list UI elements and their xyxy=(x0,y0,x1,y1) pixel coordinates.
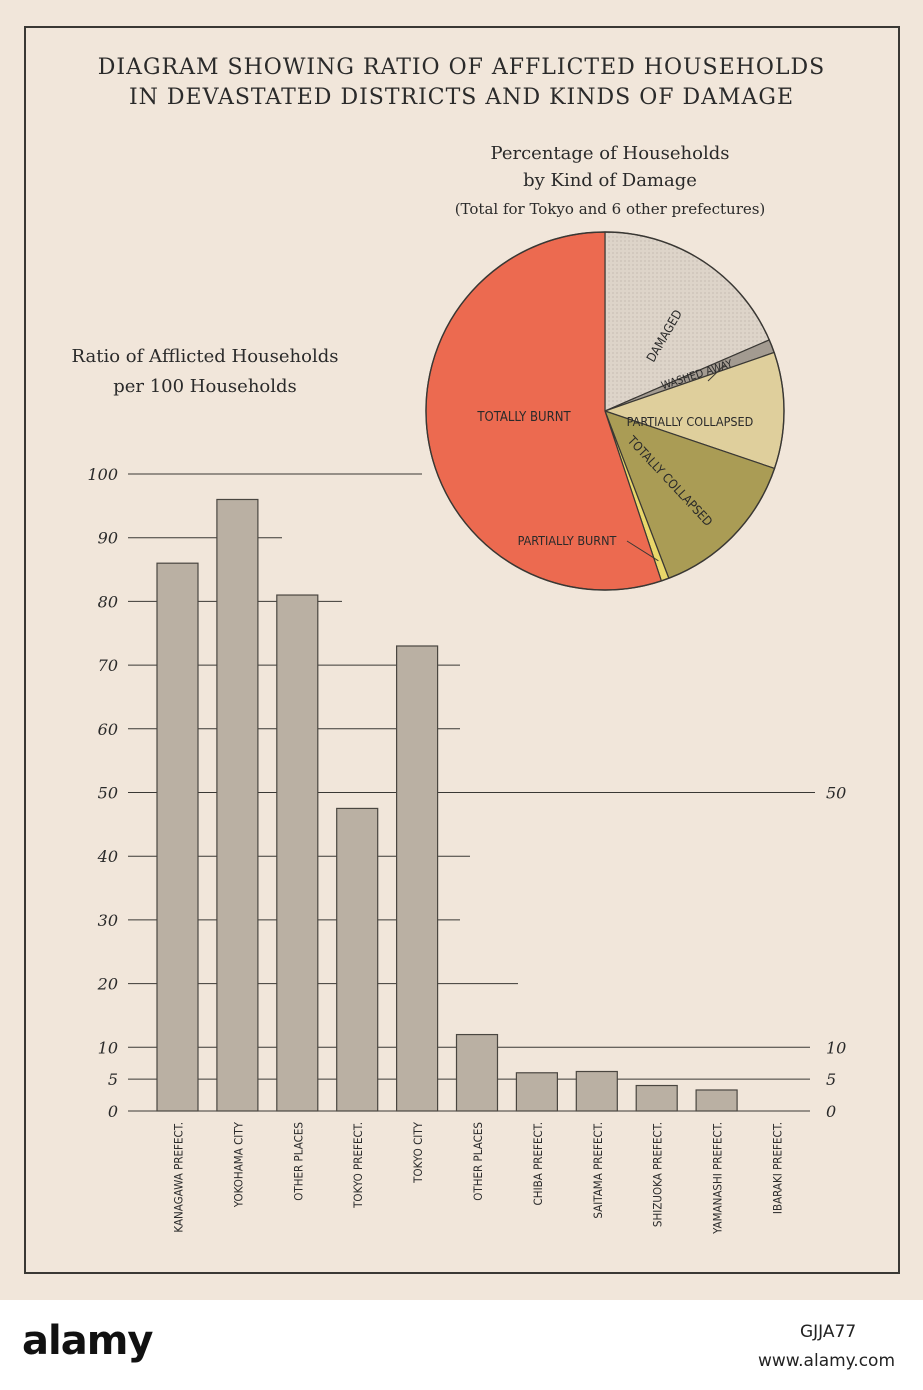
bar-shizuoka-prefect-8 xyxy=(635,1084,678,1112)
y-tick-label-left-20: 20 xyxy=(97,975,118,994)
bar-title-line-2: per 100 Households xyxy=(113,376,297,397)
bar-saitama-prefect-7 xyxy=(575,1070,618,1112)
bar-other-places-5 xyxy=(455,1033,499,1112)
y-tick-label-left-70: 70 xyxy=(98,656,118,675)
footer-url: www.alamy.com xyxy=(758,1351,896,1371)
x-tick-label-kanagawa-prefect-0: KANAGAWA PREFECT. xyxy=(172,1122,186,1233)
bar-yamanashi-prefect-9 xyxy=(695,1089,738,1112)
y-tick-label-right-5: 5 xyxy=(826,1070,836,1089)
y-tick-label-left-0: 0 xyxy=(108,1102,118,1121)
bar-yokohama-city-1 xyxy=(216,498,259,1112)
pie-label-partially-collapsed: PARTIALLY COLLAPSED xyxy=(627,414,754,429)
main-title-line-2: IN DEVASTATED DISTRICTS AND KINDS OF DAM… xyxy=(128,85,795,110)
y-tick-label-left-60: 60 xyxy=(98,720,118,739)
x-tick-label-saitama-prefect-7: SAITAMA PREFECT. xyxy=(591,1122,605,1219)
y-tick-label-left-100: 100 xyxy=(87,465,118,484)
pie-title-line-1: Percentage of Households xyxy=(490,143,730,164)
y-tick-label-left-10: 10 xyxy=(98,1038,118,1057)
pie-outline xyxy=(425,231,785,591)
x-tick-label-chiba-prefect-6: CHIBA PREFECT. xyxy=(531,1122,545,1205)
x-tick-label-shizuoka-prefect-8: SHIZUOKA PREFECT. xyxy=(651,1122,665,1227)
x-tick-label-yamanashi-prefect-9: YAMANASHI PREFECT. xyxy=(711,1122,725,1235)
y-tick-label-left-90: 90 xyxy=(98,529,118,548)
pie-subtitle: (Total for Tokyo and 6 other prefectures… xyxy=(454,200,766,218)
main-title-line-1: DIAGRAM SHOWING RATIO OF AFFLICTED HOUSE… xyxy=(97,55,826,80)
bar-title-line-1: Ratio of Afflicted Households xyxy=(71,346,339,367)
y-tick-label-right-10: 10 xyxy=(826,1038,846,1057)
footer-logo: alamy xyxy=(22,1318,153,1364)
pie-label-partially-burnt: PARTIALLY BURNT xyxy=(518,533,617,548)
x-tick-label-yokohama-city-1: YOKOHAMA CITY xyxy=(231,1121,245,1208)
border-frame xyxy=(24,26,900,1274)
pie-pointer-washed-away xyxy=(707,363,726,382)
pie-title-line-2: by Kind of Damage xyxy=(523,170,697,191)
x-tick-label-ibaraki-prefect-10: IBARAKI PREFECT. xyxy=(771,1122,785,1214)
bar-kanagawa-prefect-0 xyxy=(156,562,199,1112)
x-tick-label-tokyo-prefect-3: TOKYO PREFECT. xyxy=(351,1122,365,1209)
x-tick-label-tokyo-city-4: TOKYO CITY xyxy=(411,1121,425,1184)
footer-band xyxy=(0,1300,923,1390)
y-tick-label-left-30: 30 xyxy=(98,911,118,930)
x-tick-label-other-places-2: OTHER PLACES xyxy=(291,1122,305,1201)
y-tick-label-left-40: 40 xyxy=(97,847,118,866)
pie-pointer-partially-burnt xyxy=(626,540,659,562)
bar-tokyo-city-4 xyxy=(396,645,439,1112)
chart-canvas: 0 5 10 20 30 40 50 60 70 80 90 100 0 5 10 50 KANAGAWA PR… xyxy=(87,231,846,1235)
y-tick-label-left-5: 5 xyxy=(108,1070,118,1089)
footer-image-ref: GJJA77 xyxy=(800,1322,857,1342)
y-tick-label-right-50: 50 xyxy=(826,784,846,803)
y-tick-label-left-80: 80 xyxy=(98,592,118,611)
y-tick-label-right-0: 0 xyxy=(826,1102,836,1121)
pie-label-totally-burnt: TOTALLY BURNT xyxy=(476,410,571,425)
bar-tokyo-prefect-3 xyxy=(336,807,379,1112)
bar-other-places-2 xyxy=(276,594,319,1112)
x-tick-label-other-places-5: OTHER PLACES xyxy=(471,1122,485,1201)
y-tick-label-left-50: 50 xyxy=(98,784,118,803)
bar-chiba-prefect-6 xyxy=(515,1072,559,1112)
